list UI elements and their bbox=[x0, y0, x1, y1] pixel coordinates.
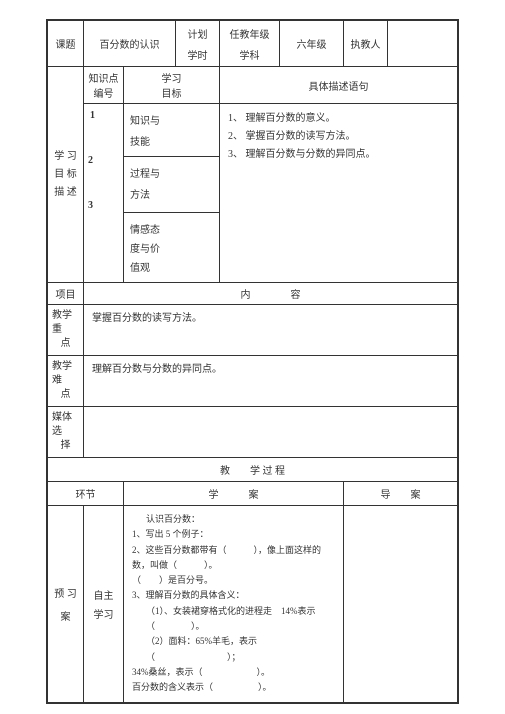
process-row: 教 学 过 程 bbox=[48, 458, 458, 482]
preview-mid: 自主 学习 bbox=[84, 506, 124, 703]
study-label: 学习 目标 bbox=[124, 67, 220, 104]
desc-content: 1、 理解百分数的意义。 2、 掌握百分数的读写方法。 3、 理解百分数与分数的… bbox=[220, 104, 458, 283]
preview-row: 预 习 案 自主 学习 认识百分数： 1、写出 5 个例子： 2、这些百分数都带… bbox=[48, 506, 458, 703]
process-label: 教 学 过 程 bbox=[48, 458, 458, 482]
key-point-label: 教学重 点 bbox=[48, 305, 84, 356]
num3: 3 bbox=[84, 194, 123, 217]
preview-mid-bottom: 学习 bbox=[88, 606, 119, 621]
difficulty-label: 教学难 点 bbox=[48, 356, 84, 407]
teacher-value bbox=[388, 21, 458, 67]
plan-label-top: 计划 bbox=[180, 26, 215, 41]
target-header-row: 学 习 目 标 描 述 知识点 编号 学习 目标 具体描述语句 bbox=[48, 67, 458, 104]
grade-value: 六年级 bbox=[280, 21, 344, 67]
lesson-label: 课题 bbox=[48, 21, 84, 67]
media-row: 媒体选 择 bbox=[48, 407, 458, 458]
project-content-label: 内 容 bbox=[84, 283, 458, 305]
study-label-top: 学习 bbox=[128, 70, 215, 85]
desc-item-1: 1、 理解百分数的意义。 bbox=[228, 110, 449, 128]
pre-line-3: （ ）是百分号。 bbox=[132, 573, 335, 588]
desc-label: 具体描述语句 bbox=[220, 67, 458, 104]
lesson-value: 百分数的认识 bbox=[84, 21, 176, 67]
link-row: 环节 学 案 导 案 bbox=[48, 482, 458, 506]
subject-label: 学科 bbox=[224, 47, 275, 62]
num2: 2 bbox=[84, 149, 123, 194]
grade-subject: 任教年级 学科 bbox=[220, 21, 280, 67]
pre-line-4: 3、理解百分数的具体含义： bbox=[132, 588, 335, 603]
key-point-bottom: 点 bbox=[52, 337, 79, 351]
cat3-bottom: 值观 bbox=[130, 259, 213, 274]
knowledge-label-bottom: 编号 bbox=[88, 85, 119, 100]
project-row: 项目 内 容 bbox=[48, 283, 458, 305]
plan-label: 计划 学时 bbox=[176, 21, 220, 67]
media-bottom: 择 bbox=[52, 439, 79, 453]
header-row: 课题 百分数的认识 计划 学时 任教年级 学科 六年级 执教人 bbox=[48, 21, 458, 67]
cat-knowledge: 知识与 技能 bbox=[124, 104, 220, 157]
desc-item-2: 2、 掌握百分数的读写方法。 bbox=[228, 128, 449, 146]
key-point-row: 教学重 点 掌握百分数的读写方法。 bbox=[48, 305, 458, 356]
pre-line-6: （2）面料：65%羊毛，表示（ ）； bbox=[132, 634, 335, 665]
pre-line-1: 1、写出 5 个例子： bbox=[132, 527, 335, 542]
preview-left-bottom: 案 bbox=[52, 608, 79, 623]
cat2-top: 过程与 bbox=[130, 165, 213, 180]
key-point-top: 教学重 bbox=[52, 309, 79, 337]
media-content bbox=[84, 407, 458, 458]
num1: 1 bbox=[84, 104, 123, 149]
cat3-top: 情感态 bbox=[130, 221, 213, 236]
target-section-label: 学 习 目 标 描 述 bbox=[48, 67, 84, 283]
cat1-top: 知识与 bbox=[130, 112, 213, 127]
preview-left: 预 习 案 bbox=[48, 506, 84, 703]
preview-left-top: 预 习 bbox=[52, 585, 79, 600]
preview-mid-top: 自主 bbox=[88, 587, 119, 602]
key-point-text: 掌握百分数的读写方法。 bbox=[84, 305, 458, 356]
knowledge-label-top: 知识点 bbox=[88, 70, 119, 85]
plan-label-bottom: 学时 bbox=[180, 47, 215, 62]
project-label: 项目 bbox=[48, 283, 84, 305]
desc-item-3: 3、 理解百分数与分数的异同点。 bbox=[228, 146, 449, 164]
guide-case-label: 导 案 bbox=[344, 482, 458, 506]
pre-line-0: 认识百分数： bbox=[132, 512, 335, 527]
cat1-bottom: 技能 bbox=[130, 133, 213, 148]
pre-line-7: 34%桑丝，表示（ ）。 bbox=[132, 665, 335, 680]
grade-label: 任教年级 bbox=[224, 26, 275, 41]
cat3-mid: 度与价 bbox=[130, 240, 213, 255]
difficulty-text: 理解百分数与分数的异同点。 bbox=[84, 356, 458, 407]
study-label-bottom: 目标 bbox=[128, 85, 215, 100]
media-label: 媒体选 择 bbox=[48, 407, 84, 458]
pre-line-2: 2、这些百分数都带有（ ），像上面这样的数，叫做（ ）。 bbox=[132, 543, 335, 574]
link-label: 环节 bbox=[48, 482, 124, 506]
cat-process: 过程与 方法 bbox=[124, 157, 220, 213]
preview-content: 认识百分数： 1、写出 5 个例子： 2、这些百分数都带有（ ），像上面这样的数… bbox=[124, 506, 344, 703]
knowledge-label: 知识点 编号 bbox=[84, 67, 124, 104]
target-row-1: 1 2 3 知识与 技能 1、 理解百分数的意义。 2、 掌握百分数的读写方法。… bbox=[48, 104, 458, 157]
difficulty-row: 教学难 点 理解百分数与分数的异同点。 bbox=[48, 356, 458, 407]
cat2-bottom: 方法 bbox=[130, 186, 213, 201]
preview-guide bbox=[344, 506, 458, 703]
pre-line-5: （1）、女装裙穿格式化的进程走 14%表示（ ）。 bbox=[132, 604, 335, 635]
target-numbers: 1 2 3 bbox=[84, 104, 124, 283]
media-top: 媒体选 bbox=[52, 411, 79, 439]
study-case-label: 学 案 bbox=[124, 482, 344, 506]
difficulty-top: 教学难 bbox=[52, 360, 79, 388]
cat-emotion: 情感态 度与价 值观 bbox=[124, 213, 220, 283]
difficulty-bottom: 点 bbox=[52, 388, 79, 402]
teacher-label: 执教人 bbox=[344, 21, 388, 67]
lesson-plan-table: 课题 百分数的认识 计划 学时 任教年级 学科 六年级 执教人 学 习 目 标 … bbox=[46, 19, 459, 704]
pre-line-8: 百分数的含义表示（ ）。 bbox=[132, 680, 335, 695]
